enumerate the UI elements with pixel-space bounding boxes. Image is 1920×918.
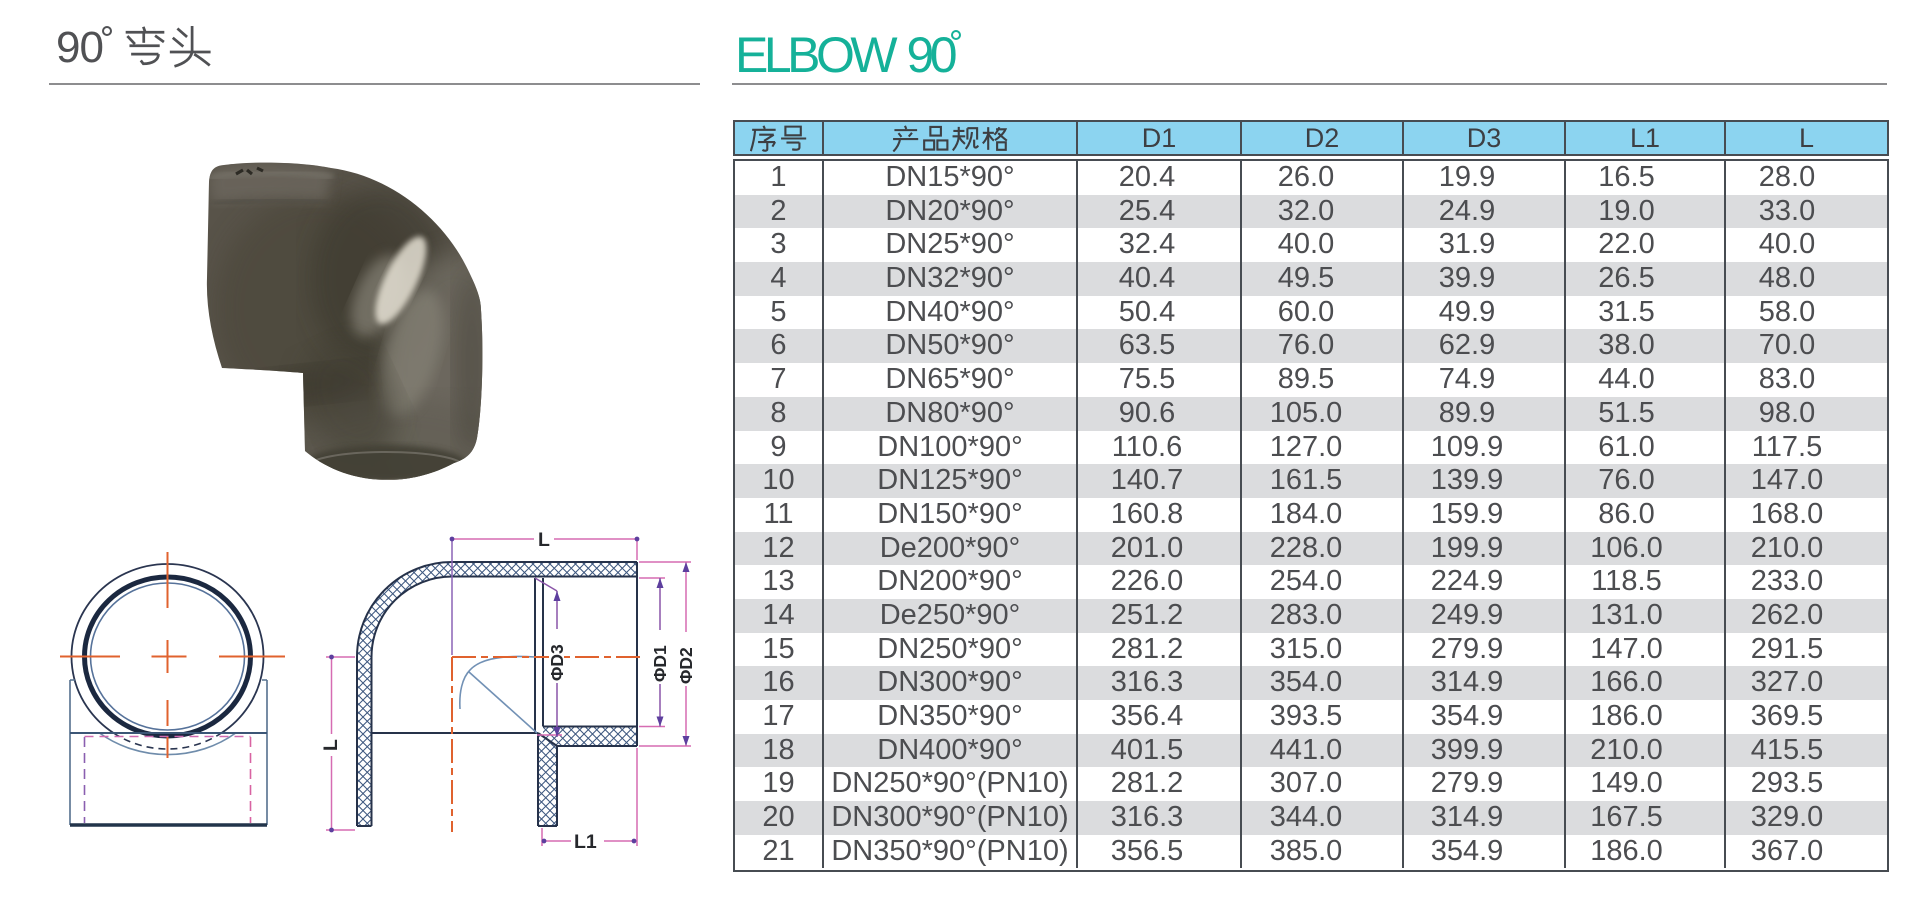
svg-text:L: L [320,739,342,751]
svg-text:ΦD2: ΦD2 [676,647,696,684]
svg-text:ΦD1: ΦD1 [650,645,670,682]
svg-text:L1: L1 [574,831,597,853]
svg-text:L: L [538,530,550,551]
svg-text:ΦD3: ΦD3 [547,644,567,681]
